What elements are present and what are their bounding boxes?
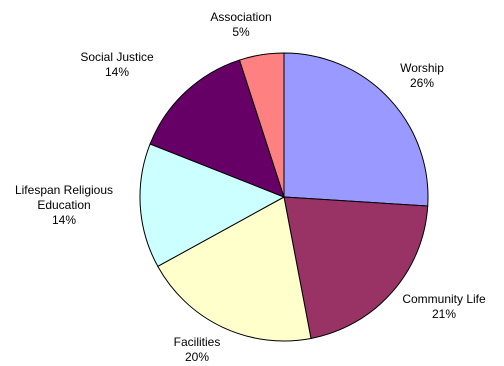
pie-slices [139,52,429,342]
slice-label-social-justice: Social Justice 14% [80,50,154,79]
slice-label-lifespan-religious-education: Lifespan Religious Education 14% [15,183,113,227]
pie-slice-facilities [157,196,312,342]
pie-slice-lifespan-religious-education [139,143,286,268]
slice-labels: Worship 26% Community Life 21% Facilities 20%… [15,10,486,364]
slice-label-worship: Worship 26% [400,61,444,90]
slice-label-facilities: Facilities 20% [174,335,221,364]
pie-slice-worship [283,52,429,207]
slice-label-association: Association 5% [210,10,271,39]
slice-label-community-life: Community Life 21% [402,292,486,321]
pie-slice-community-life [283,196,429,340]
pie-slice-association [238,52,285,198]
